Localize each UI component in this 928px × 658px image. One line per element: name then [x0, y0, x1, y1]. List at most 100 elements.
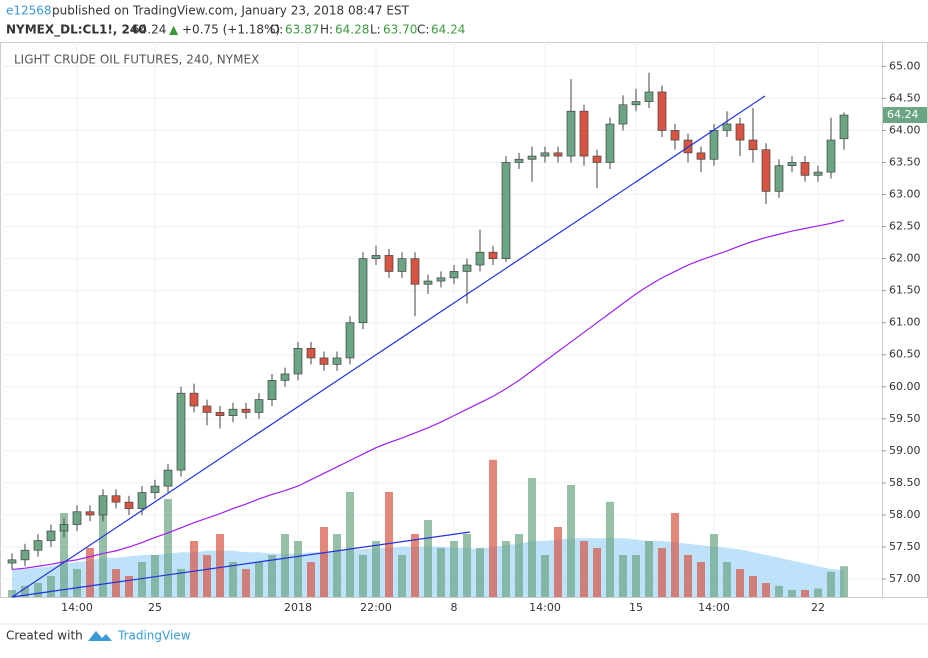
- volume-bar: [125, 576, 133, 597]
- candle-body: [59, 524, 69, 532]
- volume-bar: [528, 478, 536, 597]
- arrow: ▲: [169, 23, 179, 37]
- candle-body: [436, 277, 446, 282]
- volume-bar: [294, 541, 302, 597]
- x-tick-label: 14:00: [698, 601, 730, 614]
- candle-body: [267, 380, 277, 400]
- candle-body: [254, 399, 264, 413]
- volume-bar: [567, 485, 575, 597]
- volume-bar: [190, 541, 198, 597]
- brand[interactable]: TradingView: [117, 629, 191, 643]
- x-tick-label: 8: [451, 601, 458, 614]
- candle-body: [33, 540, 43, 551]
- candle-body: [813, 171, 823, 176]
- volume-bar: [463, 534, 471, 597]
- candle-body: [605, 123, 615, 163]
- change: +0.75 (+1.18%): [182, 23, 280, 37]
- candle-body: [397, 258, 407, 272]
- candle-body: [553, 152, 563, 157]
- plot: 57.00 57.50 58.00 58.50 59.00 59.50 60.00 60.50…: [0, 42, 921, 614]
- volume-bar: [398, 555, 406, 597]
- volume-bar: [671, 513, 679, 597]
- x-tick-label: 15: [629, 601, 643, 614]
- trend-line: [11, 531, 471, 598]
- volume-bar: [801, 590, 809, 597]
- high: 64.28: [335, 23, 369, 37]
- volume-bar: [450, 541, 458, 597]
- candle-body: [475, 251, 485, 266]
- brand-logo: [88, 631, 112, 641]
- volume-bar: [580, 541, 588, 597]
- candle-body: [124, 501, 134, 509]
- candle-body: [163, 469, 173, 487]
- candle-body: [202, 405, 212, 413]
- volume-bar: [346, 492, 354, 597]
- candle-body: [293, 347, 303, 375]
- candle-body: [189, 392, 199, 407]
- y-tick-label: 63.50: [889, 155, 921, 168]
- volume-bar: [775, 585, 783, 597]
- low: 63.70: [383, 23, 417, 37]
- candle-body: [501, 162, 511, 259]
- candle-body: [98, 495, 108, 516]
- candle-body: [462, 264, 472, 272]
- volume-bar: [840, 566, 848, 597]
- user[interactable]: e12568: [6, 4, 52, 18]
- y-tick-label: 57.50: [889, 540, 921, 553]
- y-tick-label: 58.00: [889, 508, 921, 521]
- candle-body: [800, 162, 810, 176]
- candle-body: [566, 110, 576, 157]
- y-tick-label: 62.00: [889, 252, 921, 265]
- close-label: C:: [417, 23, 429, 37]
- candle-body: [319, 357, 329, 365]
- volume-bar: [203, 555, 211, 597]
- y-tick-label: 57.00: [889, 572, 921, 585]
- volume-bar: [281, 534, 289, 597]
- candle-body: [644, 91, 654, 102]
- candle-body: [631, 101, 641, 106]
- candle-body: [358, 258, 368, 324]
- candle-body: [722, 123, 732, 131]
- y-tick-label: 65.00: [889, 59, 921, 72]
- y-tick-label: 63.00: [889, 188, 921, 201]
- x-tick-label: 2018: [284, 601, 312, 614]
- volume-bar: [307, 562, 315, 597]
- volume-bar: [372, 541, 380, 597]
- volume-bar: [489, 459, 497, 597]
- candle-body: [371, 255, 381, 259]
- ohlc-line: NYMEX_DL:CL1!, 240 64.24 ▲ +0.75 (+1.18%…: [6, 23, 465, 38]
- volume-bar: [632, 555, 640, 597]
- x-tick-label: 22: [811, 601, 825, 614]
- volume-bar: [8, 590, 16, 597]
- y-tick-label: 61.50: [889, 284, 921, 297]
- volume-bar: [554, 527, 562, 597]
- volume-bar: [684, 555, 692, 597]
- volume-bar: [112, 569, 120, 597]
- volume-bar: [151, 555, 159, 597]
- volume-bar: [229, 562, 237, 597]
- y-tick-label: 64.50: [889, 91, 921, 104]
- candle-body: [514, 158, 524, 163]
- volume-bar: [723, 562, 731, 597]
- volume-bar: [99, 499, 107, 597]
- candle-body: [670, 130, 680, 141]
- volume-bar: [385, 492, 393, 597]
- published: published on TradingView.com, January 23…: [52, 4, 410, 18]
- candle-body: [306, 347, 316, 359]
- volume-bar: [138, 562, 146, 597]
- low-label: L:: [370, 23, 381, 37]
- candle-body: [540, 152, 550, 157]
- volume-bar: [177, 569, 185, 597]
- x-tick-label: 22:00: [360, 601, 392, 614]
- candle-body: [150, 485, 160, 493]
- candle-body: [735, 123, 745, 141]
- y-tick-label: 62.50: [889, 220, 921, 233]
- candle-body: [46, 530, 56, 541]
- footer-text: Created with: [6, 629, 83, 643]
- candle-body: [618, 104, 628, 125]
- volume-bar: [658, 548, 666, 597]
- x-tick-label: 14:00: [61, 601, 93, 614]
- candle-body: [241, 408, 251, 413]
- volume-bar: [593, 548, 601, 597]
- candle-body: [787, 162, 797, 167]
